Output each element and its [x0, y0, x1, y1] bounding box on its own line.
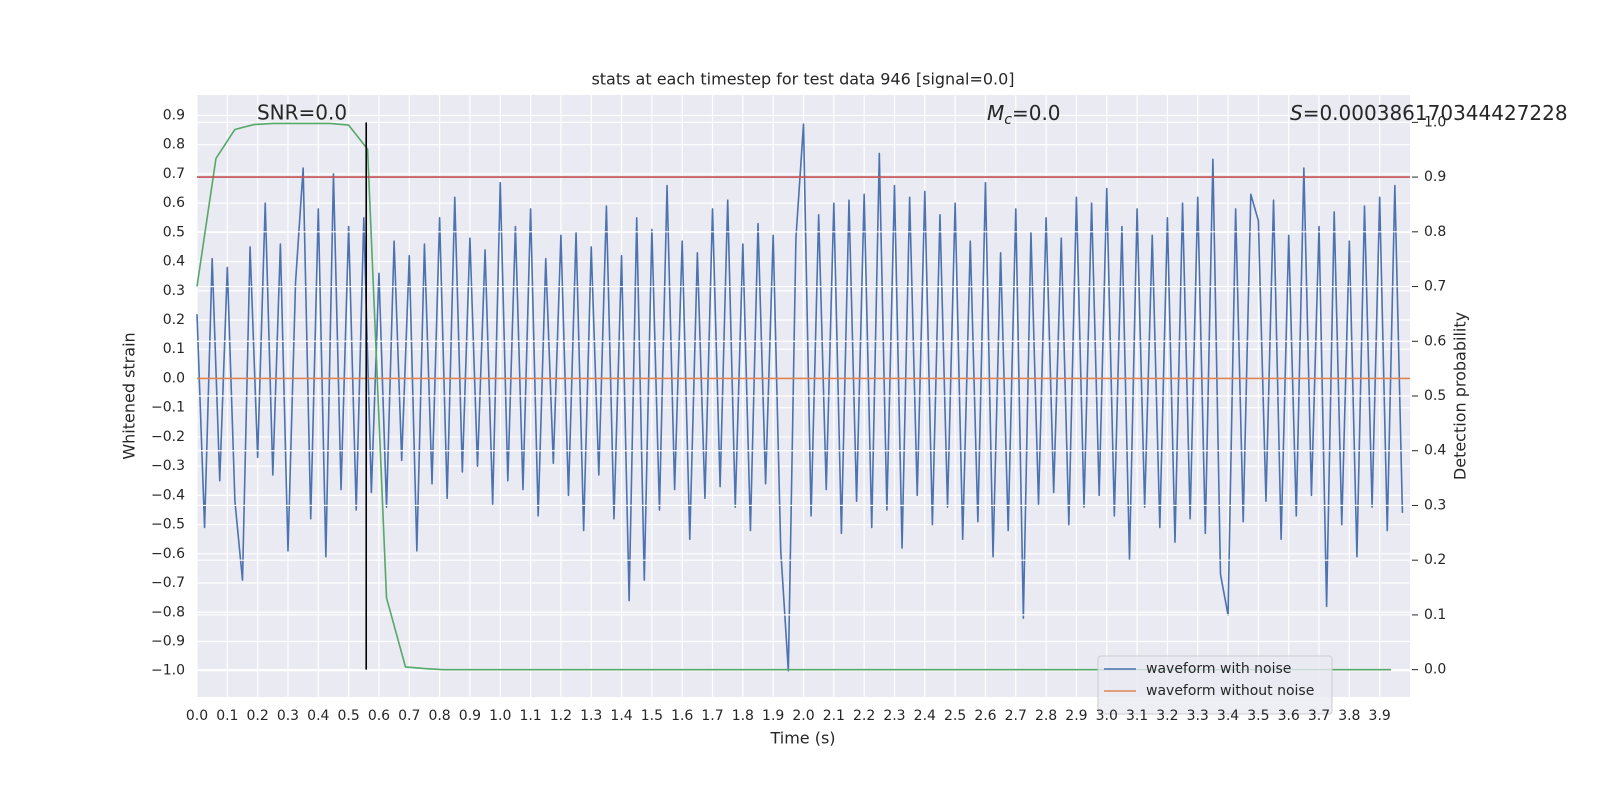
x-tick-label: 2.3 [883, 708, 905, 724]
y-axis-label: Whitened strain [120, 332, 139, 459]
legend-box [1097, 655, 1333, 715]
x-tick-label: 1.3 [580, 708, 602, 724]
x-tick-label: 0.2 [247, 708, 269, 724]
x-tick-label: 0.1 [216, 708, 238, 724]
x-tick-label: 2.1 [823, 708, 845, 724]
x-tick-label: 3.7 [1308, 708, 1330, 724]
y2-tick-label: 0.5 [1424, 388, 1446, 404]
x-tick-label: 3.2 [1156, 708, 1178, 724]
score-value: =0.000386170344427228 [1303, 101, 1568, 125]
y-tick-label: 0.3 [163, 283, 185, 299]
y-tick-label: −0.8 [151, 604, 185, 620]
chirp-mass-subscript: c [1004, 112, 1012, 128]
x-tick-label: 3.4 [1217, 708, 1239, 724]
y2-tick-label: 0.7 [1424, 279, 1446, 295]
legend: waveform with noise waveform without nois… [1097, 655, 1333, 715]
x-tick-label: 3.1 [1126, 708, 1148, 724]
x-tick-label: 0.6 [368, 708, 390, 724]
x-tick-label: 3.8 [1338, 708, 1360, 724]
y-tick-label: −0.4 [151, 487, 185, 503]
y-tick-label: −0.2 [151, 429, 185, 445]
score-symbol: S [1290, 101, 1303, 125]
x-tick-label: 3.6 [1278, 708, 1300, 724]
x-tick-label: 0.3 [277, 708, 299, 724]
x-tick-label: 1.2 [550, 708, 572, 724]
y2-tick-label: 0.4 [1424, 443, 1446, 459]
legend-label: waveform with noise [1146, 661, 1291, 677]
x-tick-label: 0.4 [307, 708, 329, 724]
x-tick-label: 1.8 [732, 708, 754, 724]
legend-label: waveform without noise [1146, 683, 1314, 699]
y-tick-label: 0.0 [163, 370, 185, 386]
x-tick-label: 2.4 [914, 708, 936, 724]
chirp-mass-symbol: M [987, 101, 1004, 125]
y2-tick-label: 0.9 [1424, 169, 1446, 185]
x-tick-label: 0.5 [337, 708, 359, 724]
y2-tick-label: 0.0 [1424, 662, 1446, 678]
data-layer-secondary [196, 122, 1410, 671]
y2-tick-label: 1.0 [1424, 114, 1446, 130]
x-tick-label: 2.0 [792, 708, 814, 724]
chirp-mass-annotation: Mc=0.0 [987, 101, 1061, 129]
y-tick-label: −0.5 [151, 517, 185, 533]
x-tick-label: 0.8 [428, 708, 450, 724]
x-tick-label: 1.9 [762, 708, 784, 724]
score-annotation: S=0.000386170344427228 [1290, 101, 1568, 125]
y2-axis-label: Detection probability [1451, 312, 1470, 480]
y-tick-label: −1.0 [151, 663, 185, 679]
y-tick-label: −0.6 [151, 546, 185, 562]
y-tick-label: 0.8 [163, 137, 185, 153]
x-tick-label: 3.0 [1096, 708, 1118, 724]
x-tick-label: 2.7 [1005, 708, 1027, 724]
x-tick-label: 2.9 [1065, 708, 1087, 724]
y-tick-label: 0.7 [163, 166, 185, 182]
x-tick-label: 2.5 [944, 708, 966, 724]
y-tick-label: −0.3 [151, 458, 185, 474]
y-tick-label: −0.1 [151, 400, 185, 416]
x-tick-label: 0.0 [186, 708, 208, 724]
series-line [196, 122, 1392, 671]
y2-tick-label: 0.1 [1424, 607, 1446, 623]
y-tick-label: −0.9 [151, 633, 185, 649]
chart-title: stats at each timestep for test data 946… [591, 70, 1014, 89]
x-tick-label: 1.4 [610, 708, 632, 724]
series-line [196, 123, 1404, 672]
x-tick-label: 0.9 [459, 708, 481, 724]
x-tick-label: 1.7 [701, 708, 723, 724]
y2-tick-label: 0.6 [1424, 333, 1446, 349]
x-tick-label: 3.9 [1369, 708, 1391, 724]
y-tick-label: 0.9 [163, 107, 185, 123]
x-tick-label: 1.6 [671, 708, 693, 724]
snr-annotation: SNR=0.0 [257, 101, 347, 125]
x-tick-label: 1.5 [641, 708, 663, 724]
y2-tick-label: 0.2 [1424, 552, 1446, 568]
y-tick-label: 0.4 [163, 254, 185, 270]
x-tick-label: 2.6 [974, 708, 996, 724]
y-tick-label: 0.5 [163, 224, 185, 240]
x-tick-label: 2.8 [1035, 708, 1057, 724]
y2-tick-label: 0.3 [1424, 497, 1446, 513]
y2-tick-label: 0.8 [1424, 224, 1446, 240]
x-tick-label: 3.3 [1187, 708, 1209, 724]
x-tick-label: 1.0 [489, 708, 511, 724]
chirp-mass-value: =0.0 [1012, 101, 1061, 125]
x-tick-label: 1.1 [519, 708, 541, 724]
y-tick-label: 0.1 [163, 341, 185, 357]
x-tick-label: 0.7 [398, 708, 420, 724]
x-tick-label: 2.2 [853, 708, 875, 724]
y-tick-label: −0.7 [151, 575, 185, 591]
y-tick-label: 0.6 [163, 195, 185, 211]
x-axis-label: Time (s) [769, 729, 835, 748]
x-tick-label: 3.5 [1247, 708, 1269, 724]
data-layer [196, 123, 1410, 672]
y-tick-label: 0.2 [163, 312, 185, 328]
